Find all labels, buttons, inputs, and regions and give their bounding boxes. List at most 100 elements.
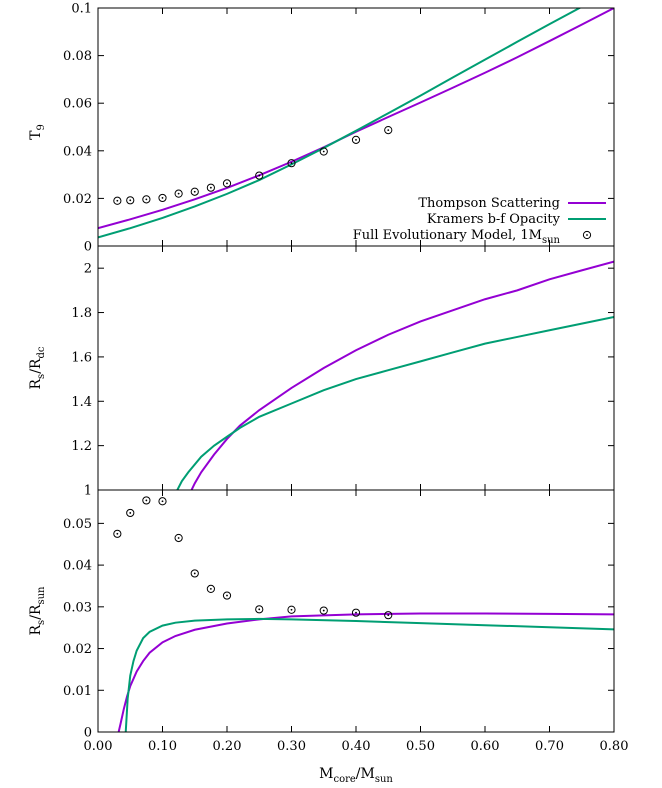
panel-middle-ytick-label: 1.4 bbox=[71, 395, 92, 410]
panel-top-ytick-label: 0.02 bbox=[63, 192, 92, 207]
legend-marker-points-dot bbox=[586, 234, 588, 236]
panel-bottom-ticks: 0 0.01 0.02 0.03 0.04 0.05 bbox=[63, 490, 615, 741]
x-tick-label: 0.40 bbox=[342, 739, 371, 754]
data-point-top bbox=[351, 135, 361, 144]
panel-bottom-curves bbox=[113, 496, 614, 732]
x-tick-label: 0.50 bbox=[406, 739, 435, 754]
x-tick-label: 0.00 bbox=[84, 739, 113, 754]
data-point-dot-top bbox=[177, 192, 180, 195]
data-point-dot-top bbox=[290, 162, 293, 165]
panel-top-curves bbox=[98, 8, 614, 239]
panel-bottom-ylabel: Rs/Rsun bbox=[28, 586, 47, 636]
data-point-dot-bottom bbox=[226, 594, 228, 597]
panel-top: 0 0.02 0.04 0.06 0.08 0.1 T9 Thompson Scatter… bbox=[28, 2, 615, 255]
data-point-top bbox=[384, 125, 393, 135]
panel-bottom-ytick-label: 0.01 bbox=[63, 684, 92, 699]
x-tick-labels: 0.00 0.10 0.20 0.30 0.40 0.50 0.60 0.70 0.80 bbox=[84, 739, 629, 754]
data-point-bottom bbox=[287, 605, 296, 614]
legend-item-points: Full Evolutionary Model, 1Msun bbox=[353, 228, 592, 246]
data-point-dot-bottom bbox=[129, 512, 132, 514]
legend-item-kramers: Kramers b-f Opacity bbox=[427, 212, 606, 227]
data-point-dot-top bbox=[258, 174, 261, 177]
panel-top-ytick-label: 0 bbox=[84, 240, 92, 255]
series-kramers-bottom bbox=[124, 617, 614, 732]
data-point-dot-top bbox=[193, 190, 196, 193]
data-point-dot-top bbox=[226, 182, 228, 185]
data-point-dot-bottom bbox=[116, 532, 119, 535]
data-point-dot-bottom bbox=[145, 499, 148, 502]
x-tick-label: 0.20 bbox=[213, 739, 242, 754]
panel-middle-ytick-label: 1.6 bbox=[71, 350, 92, 365]
data-point-dot-top bbox=[129, 199, 132, 202]
data-point-dot-top bbox=[145, 198, 148, 201]
panel-top-ytick-label: 0.04 bbox=[63, 144, 92, 159]
panel-top-ytick-label: 0.08 bbox=[63, 49, 92, 64]
legend-label-kramers: Kramers b-f Opacity bbox=[427, 212, 561, 227]
legend-item-thompson: Thompson Scattering bbox=[418, 196, 606, 211]
data-point-bottom bbox=[190, 569, 199, 578]
data-point-top bbox=[142, 195, 151, 204]
panel-bottom-ytick-label: 0.05 bbox=[63, 517, 92, 532]
panel-middle-curves bbox=[176, 260, 614, 490]
data-point-dot-bottom bbox=[322, 609, 325, 612]
data-point-dot-bottom bbox=[161, 500, 164, 503]
data-point-dot-top bbox=[322, 150, 325, 153]
x-tick-label: 0.60 bbox=[471, 739, 500, 754]
panel-bottom-ytick-label: 0.04 bbox=[63, 559, 92, 574]
data-point-bottom bbox=[319, 606, 328, 615]
data-point-dot-top bbox=[116, 199, 119, 202]
panel-middle-ylabel: Rs/Rdc bbox=[28, 346, 47, 389]
panel-middle-frame bbox=[97, 245, 615, 491]
x-axis-title: Mcore/Msun bbox=[319, 766, 393, 785]
data-point-bottom bbox=[158, 497, 167, 506]
data-point-bottom bbox=[142, 496, 151, 505]
legend-label-thompson: Thompson Scattering bbox=[418, 196, 560, 211]
data-point-top bbox=[206, 183, 215, 192]
panel-middle-ticks: 1 1.2 1.4 1.6 1.8 2 bbox=[71, 246, 615, 499]
series-kramers-middle bbox=[176, 316, 614, 490]
data-point-dot-top bbox=[387, 129, 390, 131]
data-point-top bbox=[287, 159, 296, 168]
data-point-top bbox=[113, 196, 122, 205]
panel-top-ticks: 0 0.02 0.04 0.06 0.08 0.1 bbox=[63, 2, 615, 255]
series-thompson-bottom bbox=[117, 612, 614, 732]
panel-bottom: 0 0.01 0.02 0.03 0.04 0.05 Rs/Rsun bbox=[28, 489, 615, 741]
data-point-dot-top bbox=[355, 138, 357, 141]
data-point-bottom bbox=[113, 529, 122, 538]
data-point-dot-bottom bbox=[290, 608, 293, 611]
panel-top-ytick-label: 0.06 bbox=[63, 97, 92, 112]
data-point-bottom bbox=[222, 591, 232, 600]
x-tick-label: 0.70 bbox=[535, 739, 564, 754]
panel-top-ylabel: T9 bbox=[28, 124, 47, 140]
data-point-bottom bbox=[384, 611, 393, 620]
panel-middle-ytick-label: 1.2 bbox=[71, 439, 92, 454]
series-kramers-top bbox=[98, 8, 582, 239]
data-point-dot-top bbox=[161, 197, 164, 199]
panel-bottom-ytick-label: 0.03 bbox=[63, 600, 92, 615]
data-point-top bbox=[190, 187, 199, 196]
panel-middle-ytick-label: 1.8 bbox=[71, 306, 92, 321]
panel-middle-ytick-label: 1 bbox=[84, 484, 92, 499]
legend-label-points: Full Evolutionary Model, 1Msun bbox=[353, 228, 561, 246]
data-point-bottom bbox=[255, 605, 264, 614]
data-point-dot-top bbox=[209, 186, 212, 189]
x-tick-label: 0.30 bbox=[277, 739, 306, 754]
legend-marker-points bbox=[582, 230, 592, 240]
data-point-dot-bottom bbox=[193, 572, 196, 575]
data-point-dot-bottom bbox=[355, 611, 357, 614]
panel-bottom-ytick-label: 0.02 bbox=[63, 642, 92, 657]
panel-middle: 1 1.2 1.4 1.6 1.8 2 Rs/Rdc bbox=[28, 245, 615, 499]
data-point-bottom bbox=[126, 508, 135, 518]
x-tick-label: 0.80 bbox=[600, 739, 629, 754]
panel-middle-ytick-label: 2 bbox=[84, 262, 92, 277]
data-point-bottom bbox=[206, 584, 215, 593]
data-point-top bbox=[158, 193, 167, 203]
panel-bottom-frame bbox=[97, 489, 615, 733]
panel-top-ytick-label: 0.1 bbox=[71, 2, 92, 17]
data-point-bottom bbox=[351, 608, 361, 617]
data-point-dot-bottom bbox=[209, 587, 212, 590]
series-thompson-middle bbox=[190, 260, 614, 490]
data-point-top bbox=[222, 179, 232, 188]
data-point-top bbox=[319, 147, 328, 156]
